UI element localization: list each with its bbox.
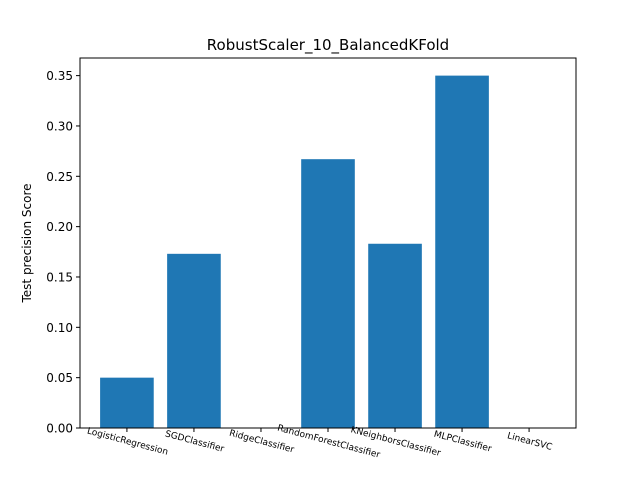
plot-area-frame <box>79 57 577 429</box>
bar-3 <box>301 159 355 429</box>
y-tick-label-1: 0.05 <box>46 371 73 385</box>
y-axis-label: Test precision Score <box>20 183 34 303</box>
y-tick-label-4: 0.20 <box>46 220 73 234</box>
y-tick-label-2: 0.10 <box>46 321 73 335</box>
bar-1 <box>167 253 221 428</box>
y-tick-label-7: 0.35 <box>46 69 73 83</box>
y-axis: 0.00 0.05 0.10 0.15 0.20 0.25 0.30 0.35 <box>46 69 80 436</box>
chart-title: RobustScaler_10_BalancedKFold <box>207 36 449 55</box>
y-tick-label-0: 0.00 <box>46 422 73 436</box>
y-tick-label-3: 0.15 <box>46 270 73 284</box>
y-tick-label-6: 0.30 <box>46 119 73 133</box>
bars-group <box>100 75 489 429</box>
bar-5 <box>435 75 489 428</box>
bar-4 <box>368 243 422 428</box>
y-tick-label-5: 0.25 <box>46 170 73 184</box>
bar-0 <box>100 377 154 428</box>
